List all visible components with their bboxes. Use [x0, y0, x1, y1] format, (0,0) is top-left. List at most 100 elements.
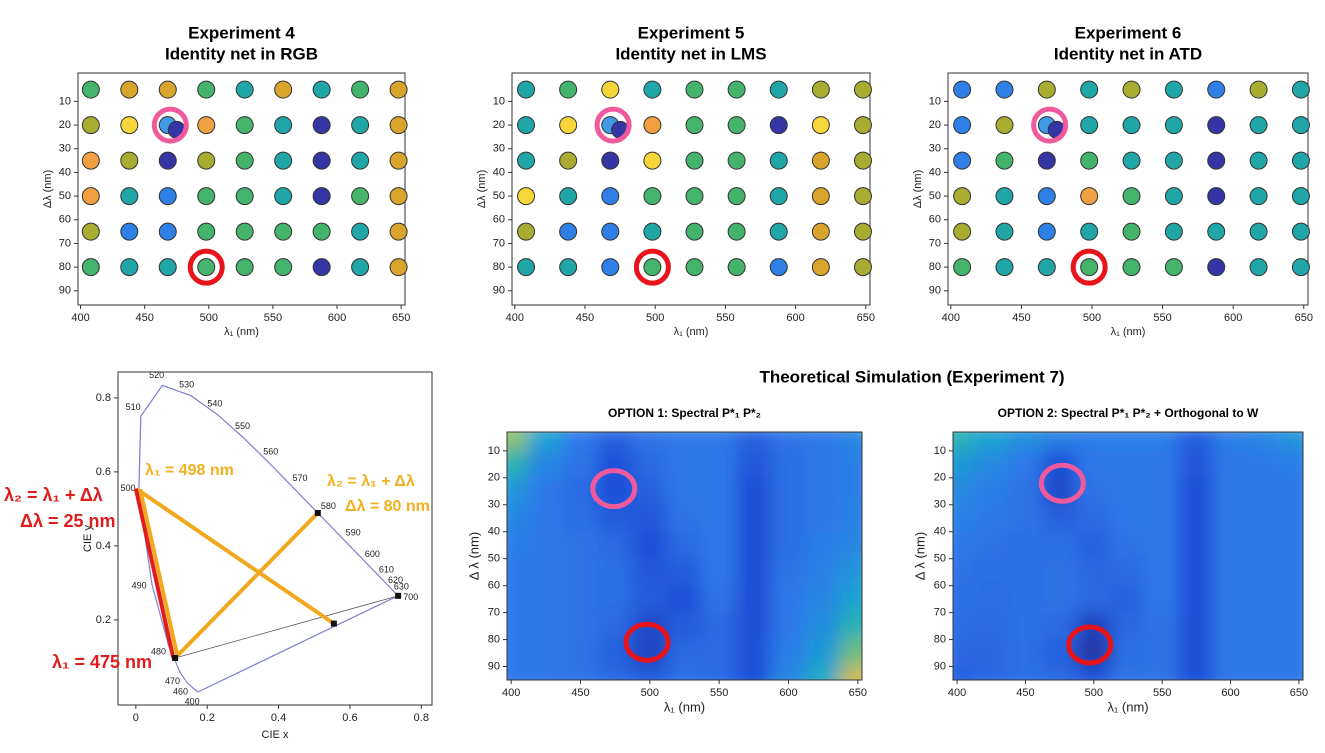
y-tick-label: 90: [493, 285, 505, 297]
point: [81, 258, 100, 277]
heatmap-cell: [770, 504, 807, 533]
endpoint-marker: [172, 655, 179, 662]
wavelength-label: 630: [394, 581, 409, 591]
point: [1122, 187, 1141, 206]
point: [1207, 80, 1226, 99]
heatmap-cell: [1110, 666, 1146, 680]
heatmap-cell: [1281, 504, 1303, 533]
heatmap-cell: [666, 531, 703, 560]
point: [601, 222, 620, 241]
heatmap-cell: [1007, 531, 1044, 560]
x-tick-label: 450: [1012, 312, 1030, 324]
point: [953, 187, 972, 206]
x-tick-label: 550: [264, 312, 282, 324]
heatmap-cell: [953, 612, 975, 641]
x-tick-label: 600: [1224, 312, 1242, 324]
heatmap-cell: [1212, 666, 1249, 680]
heatmap-cell: [1247, 558, 1283, 587]
point: [601, 258, 620, 277]
point: [517, 187, 536, 206]
heatmap-cell: [1178, 450, 1214, 479]
chart-subtitle: Identity net in LMS: [615, 44, 766, 63]
heatmap-cell: [840, 450, 862, 479]
point: [81, 222, 100, 241]
heatmap-cell: [527, 504, 564, 533]
heatmap-cell: [973, 666, 1009, 680]
heatmap-cell: [1178, 531, 1214, 560]
point: [1164, 222, 1183, 241]
wavelength-label: 520: [149, 370, 164, 380]
heatmap-cell: [1076, 432, 1112, 452]
point: [158, 258, 177, 277]
point: [559, 151, 578, 170]
point: [995, 187, 1014, 206]
y-axis-label: Δλ (nm): [912, 170, 924, 209]
point: [769, 258, 788, 277]
point: [351, 258, 370, 277]
heatmap-cell: [631, 504, 668, 533]
x-tick-label: 600: [786, 312, 804, 324]
point: [351, 116, 370, 135]
point: [120, 80, 139, 99]
y-tick-label: 70: [59, 237, 71, 249]
point: [811, 116, 830, 135]
point: [1207, 258, 1226, 277]
y-axis-label: Δλ (nm): [42, 170, 54, 209]
point: [235, 187, 254, 206]
heatmap-cell: [1281, 477, 1303, 506]
y-tick-label: 30: [59, 143, 71, 155]
point: [685, 222, 704, 241]
y-tick-label: 10: [488, 445, 500, 457]
highlight-ring: [187, 248, 225, 286]
stimulus-line: [136, 488, 336, 626]
x-tick-label: 600: [328, 312, 346, 324]
heatmap-cell: [507, 612, 529, 641]
heatmap-cell: [1144, 585, 1180, 614]
heatmap-cell: [840, 666, 862, 680]
y-tick-label: 20: [493, 119, 505, 131]
heatmap-cell: [507, 531, 529, 560]
heatmap-cell: [507, 558, 529, 587]
point: [235, 116, 254, 135]
wavelength-label: 510: [126, 402, 141, 412]
wavelength-label: 590: [346, 527, 361, 537]
x-tick-label: 400: [942, 312, 960, 324]
stimulus-line: [174, 595, 399, 659]
chart-subtitle: Identity net in ATD: [1054, 44, 1202, 63]
heatmap-cell: [666, 585, 703, 614]
heatmap-cell: [953, 504, 975, 533]
heatmap-cell: [631, 531, 668, 560]
heatmap-cell: [1042, 666, 1078, 680]
heatmap-cell: [1007, 477, 1044, 506]
heatmap-cells: [953, 432, 1303, 680]
heatmap-cell: [597, 558, 633, 587]
y-tick-label: 60: [488, 580, 500, 592]
point: [1291, 222, 1310, 241]
heatmap-cell: [507, 432, 529, 452]
heatmap-cell: [770, 585, 807, 614]
point: [769, 80, 788, 99]
point: [559, 116, 578, 135]
heatmap-cell: [953, 666, 975, 680]
y-tick-label: 80: [488, 633, 500, 645]
heatmap-cell: [1212, 531, 1249, 560]
point: [685, 258, 704, 277]
heatmap-cell: [1178, 504, 1214, 533]
heatmap-cell: [1178, 432, 1214, 452]
wavelength-label: 580: [321, 501, 336, 511]
heatmap-cell: [736, 504, 772, 533]
wavelength-label: 550: [235, 421, 250, 431]
point: [769, 151, 788, 170]
wavelength-label: 600: [365, 549, 380, 559]
heatmap-cell: [953, 531, 975, 560]
wavelength-label: 610: [379, 565, 394, 575]
heatmap-cell: [770, 477, 807, 506]
point: [727, 151, 746, 170]
point: [1291, 116, 1310, 135]
heatmap-cell: [1007, 612, 1044, 641]
heatmap-cell: [527, 531, 564, 560]
heatmap-cell: [1281, 558, 1303, 587]
heatmap-cell: [1144, 432, 1180, 452]
heatmap-cell: [597, 432, 633, 452]
point: [517, 116, 536, 135]
